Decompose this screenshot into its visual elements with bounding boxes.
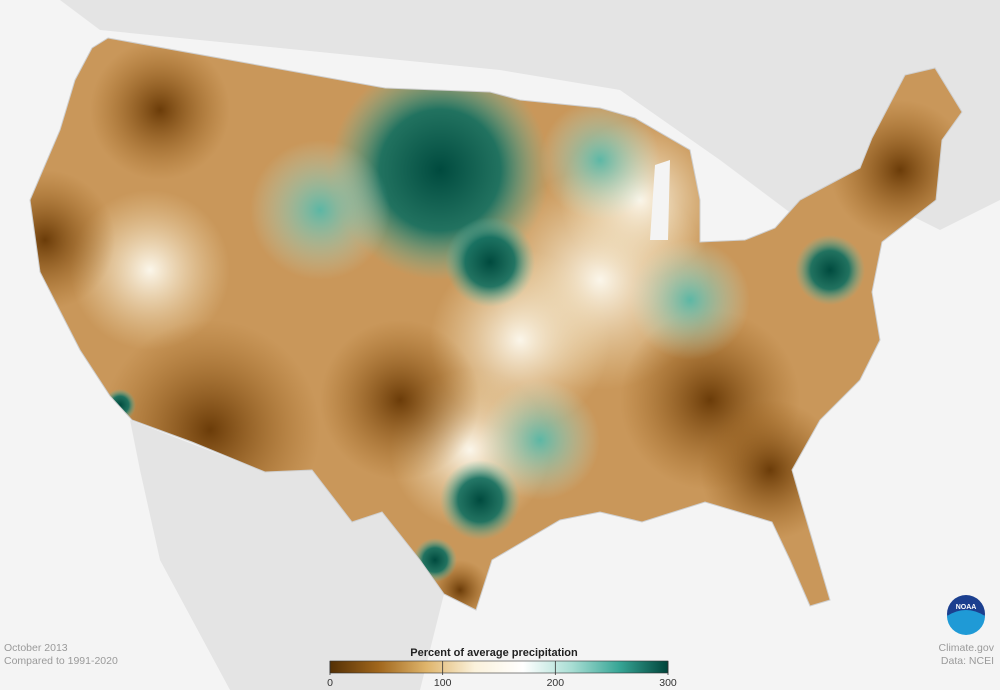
tick-label: 0 bbox=[327, 677, 333, 689]
blob bbox=[250, 140, 390, 280]
map-comparison: Compared to 1991-2020 bbox=[4, 655, 118, 667]
blob bbox=[445, 217, 535, 307]
credit: Climate.gov bbox=[939, 642, 995, 654]
noaa-logo[interactable]: NOAA bbox=[947, 595, 985, 635]
map-date: October 2013 bbox=[4, 642, 68, 654]
mexico bbox=[130, 420, 444, 690]
blob bbox=[30, 170, 115, 310]
tick-label: 200 bbox=[547, 677, 565, 689]
blob bbox=[630, 240, 750, 360]
logo-wave bbox=[947, 610, 985, 635]
blob bbox=[320, 320, 480, 480]
lake-michigan bbox=[650, 160, 670, 240]
blob bbox=[90, 40, 230, 180]
colorbar bbox=[329, 660, 669, 674]
source: Data: NCEI bbox=[941, 655, 994, 667]
blob bbox=[480, 380, 600, 500]
logo-text: NOAA bbox=[956, 604, 977, 611]
legend-title: Percent of average precipitation bbox=[410, 647, 578, 659]
tick-label: 300 bbox=[659, 677, 677, 689]
blob bbox=[795, 235, 865, 305]
tick-label: 100 bbox=[434, 677, 452, 689]
blob bbox=[540, 100, 660, 220]
canada bbox=[0, 0, 1000, 230]
legend-ticks: 0 100 200 300 bbox=[327, 661, 677, 689]
